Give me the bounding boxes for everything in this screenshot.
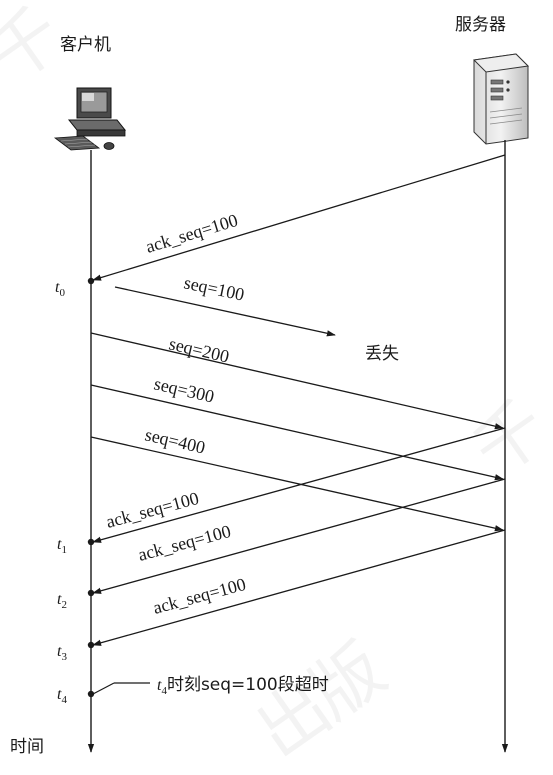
time-mark-t2: t2 (57, 591, 67, 611)
label-ack-4: ack_seq=100 (151, 574, 248, 618)
arrow-ack-to-t3 (92, 529, 506, 646)
arrow-seq300 (90, 384, 504, 481)
time-mark-t1: t1 (57, 536, 67, 556)
label-seq100: seq=100 (182, 272, 246, 304)
server-title: 服务器 (455, 15, 506, 35)
timeout-note: t4时刻seq=100段超时 (157, 675, 329, 697)
arrow-seq400 (90, 436, 504, 532)
arrow-seq200 (90, 332, 504, 430)
desktop-computer-icon (53, 87, 127, 151)
time-mark-t4: t4 (57, 686, 67, 706)
time-axis-label: 时间 (10, 737, 44, 757)
arrow-ack-to-t0 (92, 154, 506, 281)
arrow-seq100-lost (114, 286, 336, 337)
label-seq400: seq=400 (143, 424, 207, 457)
time-mark-t0: t0 (55, 279, 65, 299)
client-title: 客户机 (60, 35, 111, 55)
label-lost: 丢失 (365, 344, 399, 364)
label-seq200: seq=200 (167, 333, 231, 366)
time-mark-t3: t3 (57, 643, 67, 663)
t4-dot (87, 690, 95, 698)
server-tower-icon (472, 53, 530, 145)
arrow-ack-to-t1 (92, 427, 506, 543)
arrow-ack-to-t2 (92, 478, 506, 594)
timeout-leader-line (92, 682, 115, 695)
t0-dot (87, 277, 95, 285)
